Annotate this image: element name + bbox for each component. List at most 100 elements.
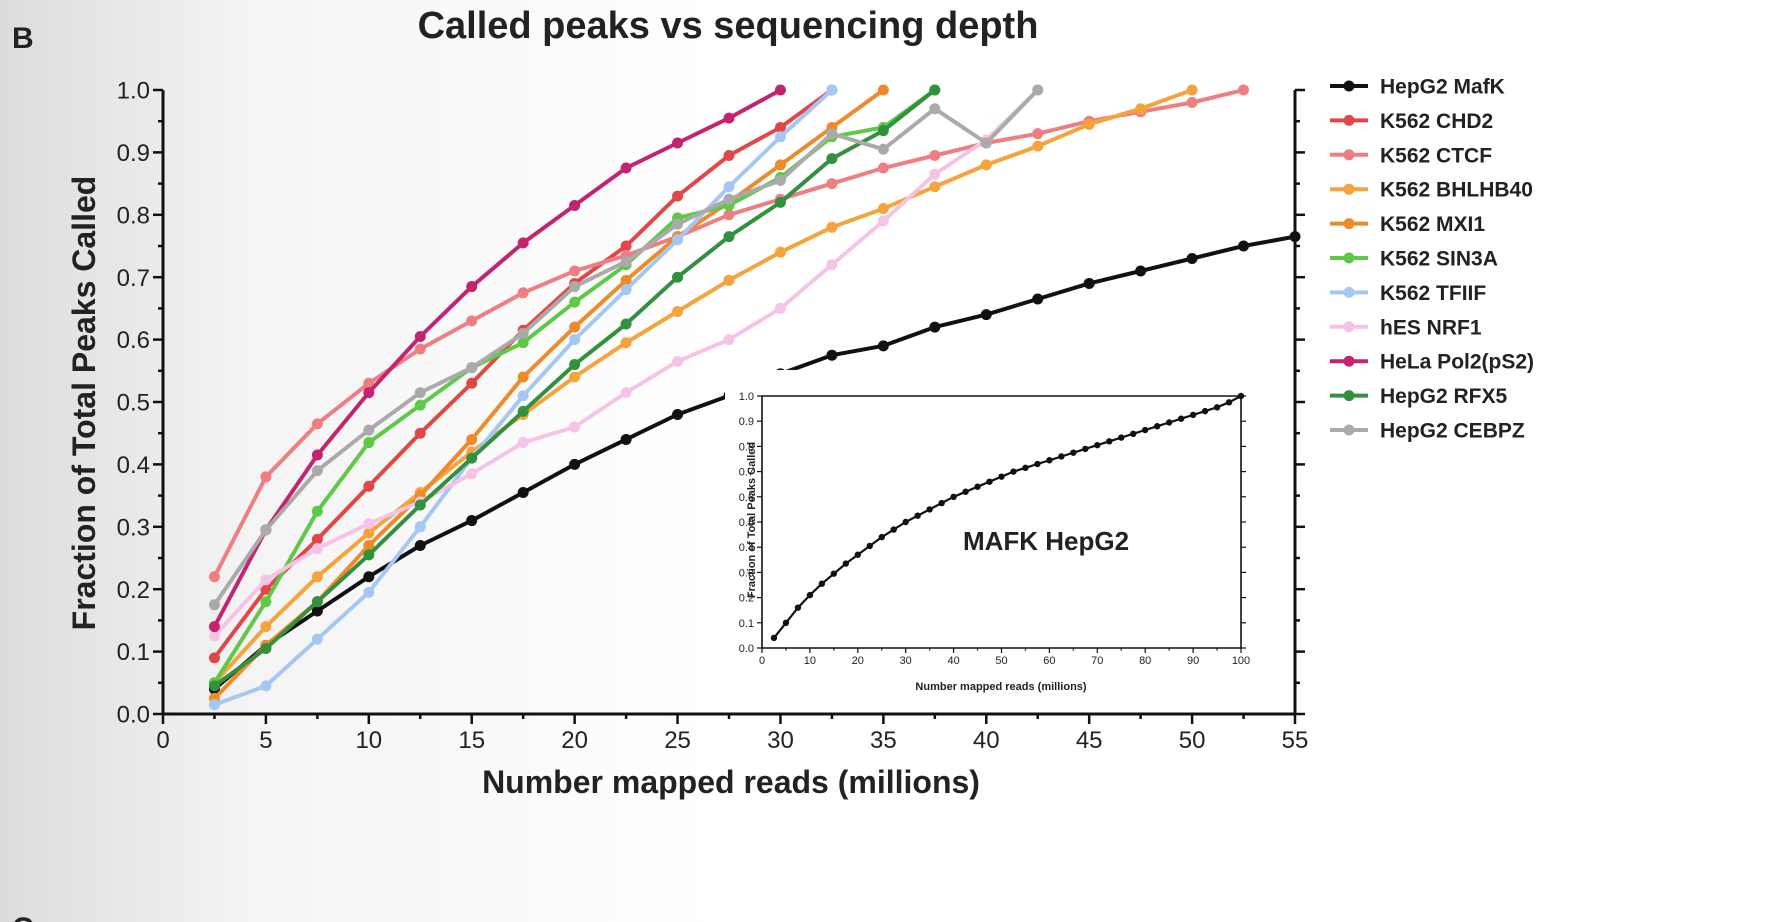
- main-point-k562-sin3a: [363, 437, 375, 449]
- main-point-hepg2-rfx5: [208, 680, 220, 692]
- legend-marker-k562-bhlhb40: [1343, 183, 1355, 195]
- main-point-hela-pol2-ps2: [774, 84, 786, 96]
- main-y-tick-label: 0.7: [117, 265, 150, 292]
- inset-x-tick-label: 20: [852, 655, 864, 667]
- main-point-hepg2-cebpz: [311, 465, 323, 477]
- legend-label-hela-pol2-ps2: HeLa Pol2(pS2): [1380, 351, 1534, 374]
- main-point-hepg2-rfx5: [723, 231, 735, 243]
- inset-point-series: [1082, 445, 1089, 453]
- inset-x-tick-label: 70: [1091, 655, 1103, 667]
- inset-point-series: [1010, 468, 1017, 475]
- main-point-hepg2-mafk: [1186, 252, 1198, 264]
- main-point-k562-bhlhb40: [980, 159, 992, 171]
- legend-marker-hepg2-rfx5: [1343, 390, 1355, 402]
- main-point-k562-chd2: [260, 583, 272, 595]
- main-point-hepg2-cebpz: [672, 218, 684, 230]
- inset-point-series: [950, 493, 957, 500]
- main-point-k562-tfiif: [260, 680, 272, 692]
- main-point-k562-ctcf: [363, 377, 375, 389]
- main-point-hepg2-mafk: [620, 433, 632, 445]
- main-point-k562-bhlhb40: [826, 221, 838, 233]
- main-point-k562-bhlhb40: [311, 571, 323, 583]
- legend-label-hepg2-rfx5: HepG2 RFX5: [1380, 385, 1508, 408]
- inset-point-series: [1225, 399, 1233, 406]
- inset-point-series: [878, 533, 885, 541]
- inset-y-tick-label: 0.3: [739, 567, 754, 579]
- main-point-hepg2-rfx5: [826, 153, 838, 165]
- main-point-hela-pol2-ps2: [414, 330, 426, 342]
- main-point-k562-ctcf: [260, 471, 272, 483]
- main-point-hes-nrf1: [723, 334, 735, 346]
- main-point-hepg2-cebpz: [466, 362, 478, 374]
- main-point-k562-ctcf: [414, 343, 426, 355]
- main-point-hela-pol2-ps2: [723, 112, 735, 124]
- main-point-k562-chd2: [414, 427, 426, 439]
- inset-point-series: [782, 619, 790, 626]
- main-x-tick-label: 25: [664, 727, 691, 754]
- main-x-tick-label: 10: [355, 727, 382, 754]
- main-point-k562-bhlhb40: [1186, 84, 1198, 96]
- inset-y-tick-label: 0.4: [739, 542, 754, 554]
- inset-point-series: [1034, 460, 1041, 468]
- inset-y-tick-label: 1.0: [739, 391, 754, 403]
- main-point-hepg2-mafk: [311, 605, 323, 617]
- main-point-hepg2-rfx5: [877, 125, 889, 137]
- main-point-k562-bhlhb40: [1135, 103, 1147, 115]
- main-point-hepg2-rfx5: [311, 596, 323, 608]
- inset-point-series: [986, 478, 993, 485]
- main-point-k562-ctcf: [569, 265, 581, 277]
- legend-label-k562-mxi1: K562 MXI1: [1380, 213, 1485, 236]
- main-point-hela-pol2-ps2: [569, 199, 581, 211]
- main-point-hes-nrf1: [672, 355, 684, 367]
- main-y-tick-label: 0.0: [117, 702, 150, 729]
- main-point-k562-tfiif: [311, 633, 323, 645]
- main-point-hela-pol2-ps2: [672, 137, 684, 149]
- main-point-hes-nrf1: [620, 387, 632, 399]
- inset-point-series: [818, 580, 826, 587]
- main-point-k562-bhlhb40: [672, 306, 684, 318]
- main-x-tick-label: 15: [458, 727, 485, 754]
- main-point-hepg2-cebpz: [569, 281, 581, 293]
- inset-y-tick-label: 0.7: [739, 467, 754, 479]
- inset-x-tick-label: 30: [900, 655, 912, 667]
- next-panel-label: C: [12, 912, 34, 922]
- main-point-hepg2-mafk: [929, 321, 941, 333]
- legend-label-hepg2-cebpz: HepG2 CEBPZ: [1380, 420, 1525, 443]
- inset-point-series: [926, 506, 933, 513]
- main-series-lines: [208, 84, 1301, 711]
- main-point-hela-pol2-ps2: [466, 281, 478, 293]
- main-point-k562-tfiif: [672, 234, 684, 246]
- main-point-hela-pol2-ps2: [620, 162, 632, 174]
- main-point-k562-chd2: [466, 377, 478, 389]
- main-point-hepg2-cebpz: [620, 256, 632, 268]
- main-line-hela-pol2-ps2: [212, 88, 783, 629]
- legend-marker-hepg2-cebpz: [1343, 424, 1355, 436]
- main-x-tick-label: 35: [870, 727, 897, 754]
- main-point-k562-tfiif: [620, 284, 632, 296]
- legend-marker-k562-ctcf: [1343, 149, 1355, 161]
- legend-marker-hes-nrf1: [1343, 321, 1355, 333]
- inset-point-series: [1189, 411, 1197, 419]
- main-point-k562-tfiif: [363, 586, 375, 598]
- inset-point-series: [890, 526, 897, 533]
- main-point-hepg2-mafk: [363, 571, 375, 583]
- main-point-hes-nrf1: [877, 215, 889, 227]
- inset-y-tick-label: 0.5: [739, 517, 754, 529]
- legend-label-k562-tfiif: K562 TFIIF: [1380, 282, 1486, 305]
- inset-x-tick-label: 80: [1139, 655, 1151, 667]
- main-x-tick-label: 20: [561, 727, 588, 754]
- main-point-hepg2-cebpz: [774, 174, 786, 186]
- inset-x-tick-label: 100: [1232, 655, 1250, 667]
- inset-x-tick-label: 60: [1043, 655, 1055, 667]
- main-point-k562-bhlhb40: [1032, 140, 1044, 152]
- main-x-tick-label: 5: [259, 727, 272, 754]
- main-point-hepg2-mafk: [672, 408, 684, 420]
- inset-point-series: [998, 473, 1005, 480]
- main-point-k562-ctcf: [466, 315, 478, 327]
- legend-label-k562-chd2: K562 CHD2: [1380, 110, 1493, 133]
- main-point-k562-bhlhb40: [723, 274, 735, 286]
- main-point-hepg2-cebpz: [877, 143, 889, 155]
- panel-label: B: [12, 22, 34, 55]
- main-point-k562-tfiif: [826, 84, 838, 96]
- main-point-k562-tfiif: [774, 131, 786, 143]
